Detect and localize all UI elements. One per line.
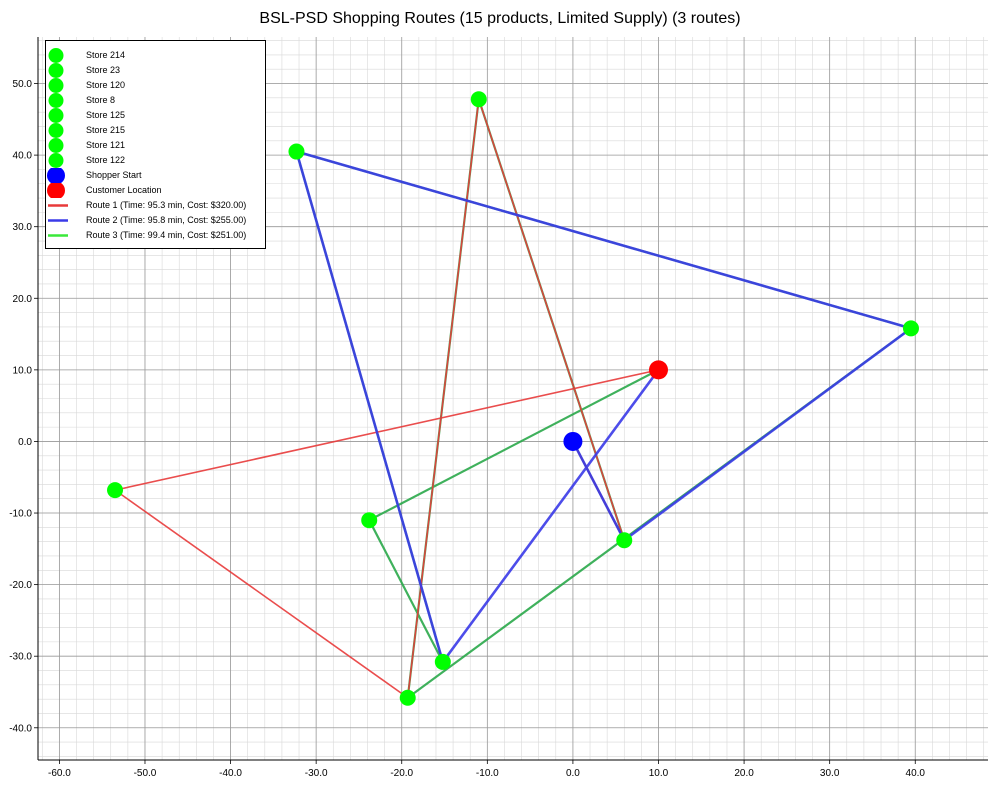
y-tick-label: 40.0 (13, 151, 33, 162)
store-marker (470, 91, 487, 108)
legend-line-swatch (48, 204, 68, 207)
legend-marker (48, 48, 64, 63)
legend-marker (48, 93, 64, 108)
legend-item-route-2: Route 2 (Time: 95.8 min, Cost: $255.00) (46, 213, 265, 228)
store-marker (902, 320, 919, 337)
store-marker (616, 532, 633, 549)
legend-item-store: Store 23 (46, 63, 265, 78)
x-tick-label: 10.0 (649, 768, 669, 779)
legend-item-store: Store 121 (46, 138, 265, 153)
x-tick-label: -50.0 (134, 768, 157, 779)
x-tick-label: -60.0 (48, 768, 71, 779)
legend-marker-swatch (48, 153, 64, 168)
legend-label: Store 125 (86, 110, 126, 120)
location-markers (107, 91, 919, 706)
legend-label: Route 3 (Time: 99.4 min, Cost: $251.00) (86, 230, 247, 240)
legend-label: Store 122 (86, 155, 126, 165)
legend-marker-swatch (48, 63, 64, 78)
legend-marker (47, 168, 65, 183)
legend-item-store: Store 8 (46, 93, 265, 108)
x-tick-label: 40.0 (906, 768, 926, 779)
x-tick-label: 20.0 (734, 768, 754, 779)
legend-item-route-3: Route 3 (Time: 99.4 min, Cost: $251.00) (46, 228, 265, 243)
store-marker (434, 653, 451, 670)
legend-label: Store 8 (86, 95, 116, 105)
y-tick-label: 20.0 (13, 294, 33, 305)
legend-item-route-1: Route 1 (Time: 95.3 min, Cost: $320.00) (46, 198, 265, 213)
legend-marker (48, 138, 64, 153)
y-tick-label: 50.0 (13, 79, 33, 90)
legend-marker-swatch (47, 168, 65, 183)
y-tick-label: -30.0 (9, 652, 32, 663)
legend-line-swatch (48, 234, 68, 237)
legend-marker (48, 123, 64, 138)
legend-label: Route 2 (Time: 95.8 min, Cost: $255.00) (86, 215, 247, 225)
legend-marker-swatch (48, 48, 64, 63)
legend-item-store: Store 215 (46, 123, 265, 138)
y-tick-label: -20.0 (9, 580, 32, 591)
x-tick-label: -30.0 (305, 768, 328, 779)
legend-label: Store 215 (86, 125, 126, 135)
legend-label: Store 120 (86, 80, 126, 90)
route-2-line (295, 150, 913, 664)
legend-marker (48, 78, 64, 93)
store-marker (107, 482, 124, 499)
y-tick-label: 0.0 (18, 437, 32, 448)
store-marker (288, 143, 305, 160)
legend-item-customer-location: Customer Location (46, 183, 265, 198)
legend: Store 214 Store 23 Store 120 Store 8 Store 1… (45, 40, 266, 249)
x-tick-label: -10.0 (476, 768, 499, 779)
x-tick-label: 0.0 (566, 768, 580, 779)
legend-marker (48, 108, 64, 123)
legend-item-store: Store 125 (46, 108, 265, 123)
store-marker (361, 512, 378, 529)
legend-marker-swatch (48, 123, 64, 138)
shopper-start-marker (563, 431, 583, 451)
legend-line-swatch (48, 219, 68, 222)
legend-label: Shopper Start (86, 170, 142, 180)
legend-label: Store 121 (86, 140, 126, 150)
y-tick-label: -10.0 (9, 509, 32, 520)
y-tick-label: 10.0 (13, 365, 33, 376)
legend-item-store: Store 214 (46, 48, 265, 63)
legend-marker (48, 153, 64, 168)
legend-marker-swatch (48, 138, 64, 153)
legend-label: Route 1 (Time: 95.3 min, Cost: $320.00) (86, 200, 247, 210)
legend-marker (48, 63, 64, 78)
legend-marker (47, 183, 65, 198)
legend-item-store: Store 120 (46, 78, 265, 93)
legend-marker-swatch (47, 183, 65, 198)
legend-label: Customer Location (86, 185, 162, 195)
store-marker (399, 689, 416, 706)
legend-item-store: Store 122 (46, 153, 265, 168)
y-tick-label: 30.0 (13, 222, 33, 233)
x-tick-label: -40.0 (219, 768, 242, 779)
legend-marker-swatch (48, 93, 64, 108)
legend-label: Store 23 (86, 65, 121, 75)
y-tick-label: -40.0 (9, 723, 32, 734)
x-tick-label: 30.0 (820, 768, 840, 779)
legend-marker-swatch (48, 78, 64, 93)
legend-item-shopper-start: Shopper Start (46, 168, 265, 183)
customer-location-marker (648, 360, 668, 380)
legend-marker-swatch (48, 108, 64, 123)
x-tick-label: -20.0 (390, 768, 413, 779)
legend-label: Store 214 (86, 50, 126, 60)
chart-title: BSL-PSD Shopping Routes (15 products, Li… (259, 10, 741, 27)
tick-labels: -60.0 -50.0 -40.0 -30.0 -20.0 -10.0 0.0 10.0 20.… (9, 79, 925, 779)
